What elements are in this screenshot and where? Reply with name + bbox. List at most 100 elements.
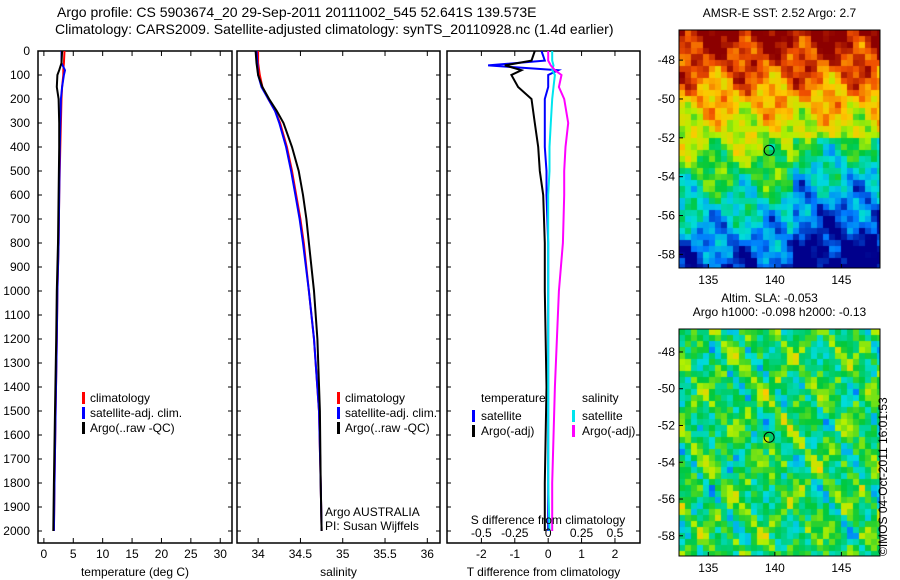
y-tick-label: 2000	[3, 524, 30, 538]
x-tick-label: 34.5	[289, 547, 313, 561]
title-line-1: Argo profile: CS 5903674_20 29-Sep-2011 …	[57, 4, 537, 20]
y-tick-label: -48	[658, 345, 676, 359]
x-tick-label: 140	[765, 561, 785, 575]
y-tick-label: -56	[658, 209, 676, 223]
legend-title-salinity: salinity	[582, 391, 619, 405]
x-tick-label: 20	[155, 547, 169, 561]
x-tick-label: -1	[509, 547, 520, 561]
sst-map-frame	[678, 29, 881, 269]
sla-map-title: Argo h1000: -0.098 h2000: -0.13	[693, 305, 867, 319]
y-tick-label: 1100	[4, 308, 30, 322]
x-tick-label: 135	[698, 273, 718, 287]
y-tick-label: -52	[658, 418, 676, 432]
argo-position-marker	[763, 144, 775, 156]
legend-swatch	[472, 410, 475, 422]
s-axis-label: S difference from climatology	[471, 513, 626, 527]
x-axis-label: T difference from climatology	[467, 565, 621, 579]
series-line-argo-raw-qc-	[254, 50, 323, 532]
s-axis-tick-label: 0	[545, 526, 552, 540]
legend-label: climatology	[90, 391, 150, 405]
title-line-2: Climatology: CARS2009. Satellite-adjuste…	[55, 21, 614, 37]
y-tick-label: -56	[658, 492, 676, 506]
x-tick-label: 135	[698, 561, 718, 575]
y-tick-label: -52	[658, 131, 676, 145]
y-tick-label: 1600	[3, 428, 30, 442]
y-tick-label: 1200	[3, 332, 30, 346]
sla-map-title: Altim. SLA: -0.053	[721, 291, 818, 305]
sla-map-image	[679, 329, 880, 556]
x-axis-label: temperature (deg C)	[81, 565, 189, 579]
x-tick-label: 2	[612, 547, 619, 561]
series-line-salinity-argo-adj-	[547, 51, 570, 531]
y-tick-label: -48	[658, 53, 676, 67]
y-tick-label: 200	[10, 92, 30, 106]
y-tick-label: 1000	[3, 284, 30, 298]
x-tick-label: 25	[184, 547, 198, 561]
series-line-argo-raw-qc-	[52, 50, 64, 532]
y-tick-label: 1500	[3, 404, 30, 418]
y-tick-label: 900	[10, 260, 30, 274]
x-tick-label: 36	[421, 547, 435, 561]
legend-label: Argo(-adj)	[582, 424, 635, 438]
legend-title-temperature: temperature	[481, 391, 546, 405]
legend-label: satellite-adj. clim.	[90, 406, 182, 420]
argo-position-marker	[763, 431, 775, 443]
x-tick-label: 35	[336, 547, 350, 561]
sst-map-image	[679, 30, 880, 268]
x-tick-label: 15	[125, 547, 139, 561]
s-axis-tick-label: 0.25	[570, 526, 594, 540]
y-tick-label: 1700	[3, 452, 30, 466]
legend-label: Argo(..raw -QC)	[90, 421, 175, 435]
x-tick-label: 1	[578, 547, 585, 561]
x-tick-label: 35.5	[373, 547, 397, 561]
y-tick-label: -58	[658, 247, 676, 261]
y-tick-label: 100	[10, 68, 30, 82]
x-tick-label: 145	[831, 561, 851, 575]
legend-swatch	[337, 392, 340, 404]
x-tick-label: 0	[41, 547, 48, 561]
y-tick-label: 1900	[3, 500, 30, 514]
y-tick-label: 300	[10, 116, 30, 130]
y-tick-label: -50	[658, 382, 676, 396]
legend-swatch	[572, 410, 575, 422]
sst-map-title: AMSR-E SST: 2.52 Argo: 2.7	[703, 6, 857, 20]
credit-text: ©IMOS 04-Oct-2011 16:01:53	[876, 397, 890, 556]
y-tick-label: -50	[658, 92, 676, 106]
y-tick-label: 800	[10, 236, 30, 250]
x-axis-label: salinity	[320, 565, 357, 579]
y-tick-label: 0	[23, 44, 30, 58]
y-tick-label: 1400	[3, 380, 30, 394]
salinity-profile-frame	[236, 50, 441, 544]
legend-swatch	[337, 422, 340, 434]
y-tick-label: 1800	[3, 476, 30, 490]
y-tick-label: -54	[658, 170, 676, 184]
float-annotation: Argo AUSTRALIA	[325, 505, 420, 519]
legend-label: climatology	[345, 391, 405, 405]
x-tick-label: 140	[765, 273, 785, 287]
x-tick-label: 10	[96, 547, 110, 561]
x-tick-label: 30	[214, 547, 228, 561]
series-line-temperature-argo-adj-	[504, 50, 548, 531]
y-tick-label: -54	[658, 455, 676, 469]
legend-label: satellite	[582, 409, 623, 423]
y-tick-label: 600	[10, 188, 30, 202]
y-tick-label: 500	[10, 164, 30, 178]
legend-swatch	[82, 407, 85, 419]
legend-label: satellite	[481, 409, 522, 423]
temperature-profile-frame	[37, 50, 233, 544]
legend-label: Argo(-adj)	[481, 424, 534, 438]
s-axis-tick-label: -0.25	[501, 526, 529, 540]
legend-label: Argo(..raw -QC)	[345, 421, 430, 435]
x-tick-label: -2	[476, 547, 487, 561]
s-axis-tick-label: 0.5	[607, 526, 624, 540]
y-tick-label: 400	[10, 140, 30, 154]
x-tick-label: 34	[251, 547, 265, 561]
legend-swatch	[572, 425, 575, 437]
x-tick-label: 0	[545, 547, 552, 561]
legend-swatch	[337, 407, 340, 419]
legend-swatch	[82, 392, 85, 404]
difference-profile-frame	[446, 50, 641, 544]
